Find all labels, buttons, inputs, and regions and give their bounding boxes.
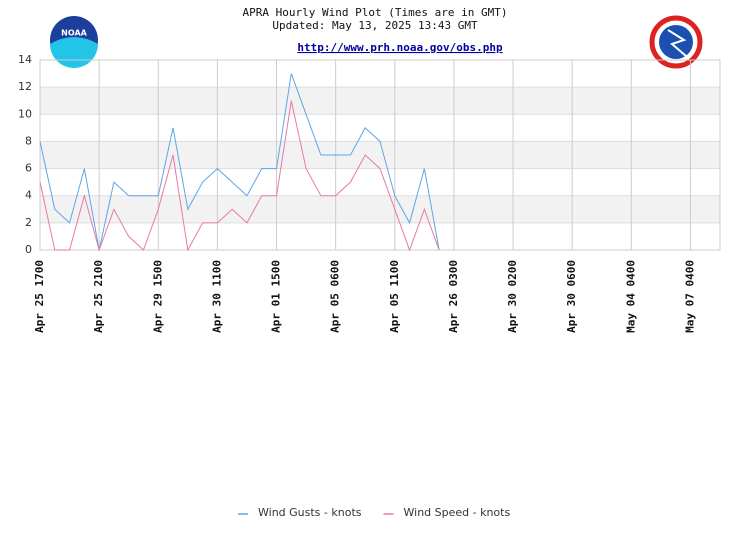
x-tick-label: Apr 30 0200 xyxy=(506,260,519,333)
y-tick-label: 6 xyxy=(25,162,32,175)
y-tick-label: 12 xyxy=(18,80,32,93)
chart-title: APRA Hourly Wind Plot (Times are in GMT) xyxy=(243,6,508,19)
y-tick-label: 8 xyxy=(25,134,32,147)
x-tick-label: Apr 05 1100 xyxy=(388,260,401,333)
nws-bolt xyxy=(667,29,687,57)
x-tick-label: Apr 29 1500 xyxy=(151,260,164,333)
x-tick-label: May 07 0400 xyxy=(683,260,696,333)
plot-frame xyxy=(39,59,721,251)
obs-link[interactable]: http://www.prh.noaa.gov/obs.php xyxy=(297,41,503,54)
y-tick-label: 14 xyxy=(18,53,32,66)
x-tick-label: Apr 01 1500 xyxy=(270,260,283,333)
nws-logo xyxy=(649,15,703,69)
y-tick-label: 4 xyxy=(25,189,32,202)
series-line xyxy=(39,73,440,251)
y-tick-label: 2 xyxy=(25,216,32,229)
y-tick-label: 10 xyxy=(18,107,32,120)
x-tick-label: Apr 25 2100 xyxy=(92,260,105,333)
logo-wave xyxy=(50,37,98,68)
x-tick-label: Apr 05 0600 xyxy=(329,260,342,333)
series-line xyxy=(39,100,440,252)
grid-band xyxy=(40,195,720,223)
legend-label: Wind Speed - knots xyxy=(404,506,511,519)
grid-band xyxy=(40,141,720,169)
y-tick-label: 0 xyxy=(25,243,32,256)
logo-text: NOAA xyxy=(61,29,87,38)
x-tick-label: Apr 30 1100 xyxy=(210,260,223,333)
chart-subtitle: Updated: May 13, 2025 13:43 GMT xyxy=(272,19,478,32)
x-tick-label: Apr 25 1700 xyxy=(33,260,46,333)
grid-band xyxy=(40,87,720,115)
x-tick-label: Apr 30 0600 xyxy=(565,260,578,333)
x-tick-label: May 04 0400 xyxy=(624,260,637,333)
x-tick-label: Apr 26 0300 xyxy=(447,260,460,333)
legend-label: Wind Gusts - knots xyxy=(258,506,362,519)
